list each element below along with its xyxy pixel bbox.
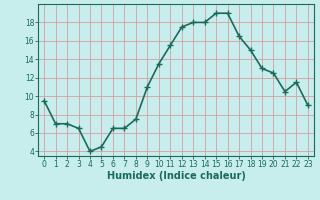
X-axis label: Humidex (Indice chaleur): Humidex (Indice chaleur) [107,171,245,181]
